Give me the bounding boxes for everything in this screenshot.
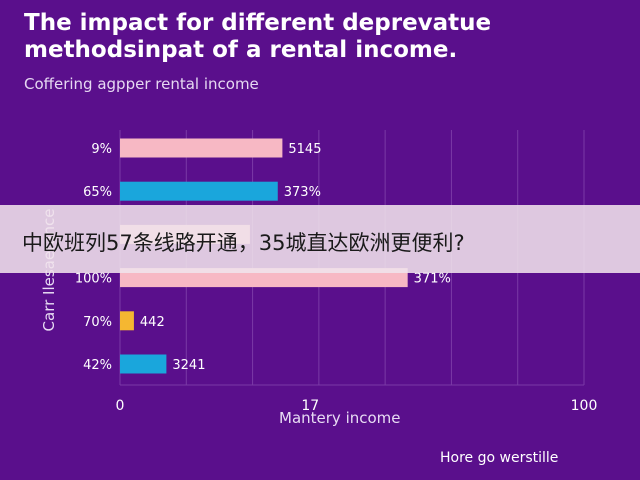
bar — [120, 138, 283, 158]
chart-subtitle: Coffering agpper rental income — [24, 75, 259, 93]
x-axis-label: Mantery income — [279, 409, 401, 427]
bar — [120, 311, 134, 331]
data-label: 371% — [414, 272, 451, 287]
x-tick-label: 0 — [116, 398, 125, 414]
y-tick-label: 100% — [75, 272, 112, 287]
y-tick-label: 42% — [83, 358, 112, 373]
y-tick-label: 9% — [91, 142, 112, 157]
data-label: 373% — [284, 185, 321, 200]
bar — [120, 354, 167, 374]
x-tick-label: 17 — [301, 398, 319, 414]
footer-note: Hore go werstille — [440, 450, 559, 466]
caption-banner: 中欧班列57条线路开通，35城直达欧洲更便利? — [0, 205, 640, 273]
y-tick-label: 65% — [83, 185, 112, 200]
data-label: 5145 — [288, 142, 321, 157]
x-tick-label: 100 — [571, 398, 598, 414]
data-label: 442 — [140, 315, 165, 330]
data-labels: 5145 373% 371% 442 3241 — [140, 142, 451, 373]
chart-title: The impact for different deprevatue meth… — [24, 10, 492, 63]
data-label: 3241 — [172, 358, 205, 373]
x-tick-labels: 0 17 100 — [116, 398, 598, 414]
bar — [120, 181, 278, 201]
y-tick-label: 70% — [83, 315, 112, 330]
y-tick-labels: 9% 65% 100% 70% 42% — [75, 142, 112, 373]
caption-text: 中欧班列57条线路开通，35城直达欧洲更便利? — [22, 231, 465, 255]
